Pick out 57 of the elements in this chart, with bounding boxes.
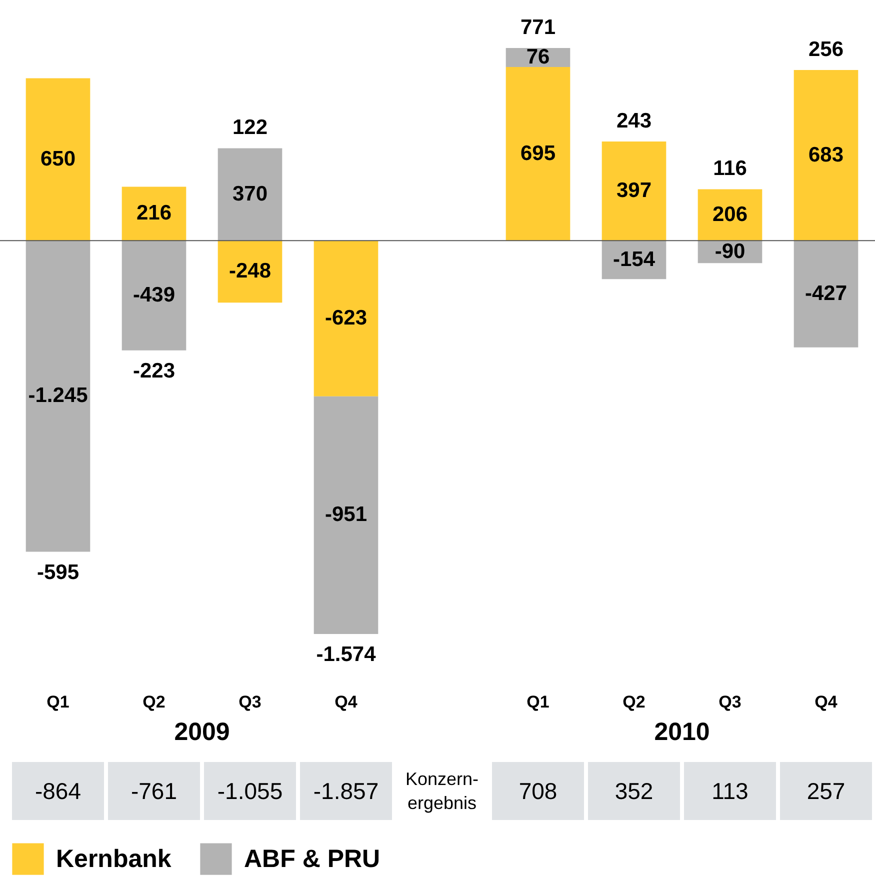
bar [218, 240, 282, 303]
data-label: 650 [40, 147, 76, 170]
bar [506, 66, 570, 241]
text: 113 [684, 762, 776, 820]
bar [314, 240, 378, 396]
data-label: -1.245 [28, 384, 88, 408]
data-label: -623 [324, 306, 368, 330]
text: 2009 [174, 718, 230, 747]
text: -761 [108, 762, 200, 820]
total-label: -223 [132, 359, 176, 382]
text: -1.055 [204, 762, 296, 820]
total-label: 256 [808, 38, 844, 61]
x-tick-label: Q1 [526, 692, 550, 712]
text: 708 [492, 762, 584, 820]
bar [602, 141, 666, 241]
text: -864 [12, 762, 104, 820]
data-label: -248 [228, 260, 272, 283]
data-label: 216 [136, 202, 172, 225]
total-label: 116 [713, 157, 747, 180]
total-label: 243 [616, 109, 652, 132]
bar [794, 70, 858, 241]
total-label: -1.574 [316, 643, 376, 666]
data-label: -427 [804, 282, 848, 306]
data-label: -439 [132, 284, 176, 307]
bar [122, 186, 186, 241]
legend-label: Kernbank [56, 845, 172, 874]
bar [26, 240, 90, 552]
total-label: 122 [232, 116, 268, 140]
x-tick-label: Q4 [334, 692, 358, 712]
bar [218, 148, 282, 241]
data-label: -90 [714, 240, 746, 263]
data-label: -154 [612, 248, 656, 271]
text: -1.857 [300, 762, 392, 820]
total-label: -595 [36, 560, 80, 584]
text: 352 [588, 762, 680, 820]
x-tick-label: Q3 [238, 692, 262, 712]
bar [794, 240, 858, 348]
legend-label: ABF & PRU [244, 845, 380, 874]
data-label: 76 [526, 45, 550, 68]
data-label: -951 [324, 503, 368, 526]
data-label: 695 [520, 142, 556, 165]
x-tick-label: Q3 [718, 692, 742, 712]
x-tick-label: Q2 [622, 692, 646, 712]
bar [314, 396, 378, 634]
text: 257 [780, 762, 872, 820]
x-tick-label: Q1 [46, 692, 70, 712]
x-tick-label: Q2 [142, 692, 166, 712]
x-tick-label: Q4 [814, 692, 838, 712]
total-label: 771 [520, 16, 556, 39]
text: 2010 [654, 718, 710, 747]
data-label: 683 [808, 143, 844, 166]
data-label: 206 [712, 202, 748, 226]
data-label: 370 [232, 182, 268, 206]
text: Konzern-ergebnis [404, 768, 480, 815]
bar [122, 240, 186, 350]
data-label: 397 [616, 179, 652, 202]
bar [26, 78, 90, 241]
